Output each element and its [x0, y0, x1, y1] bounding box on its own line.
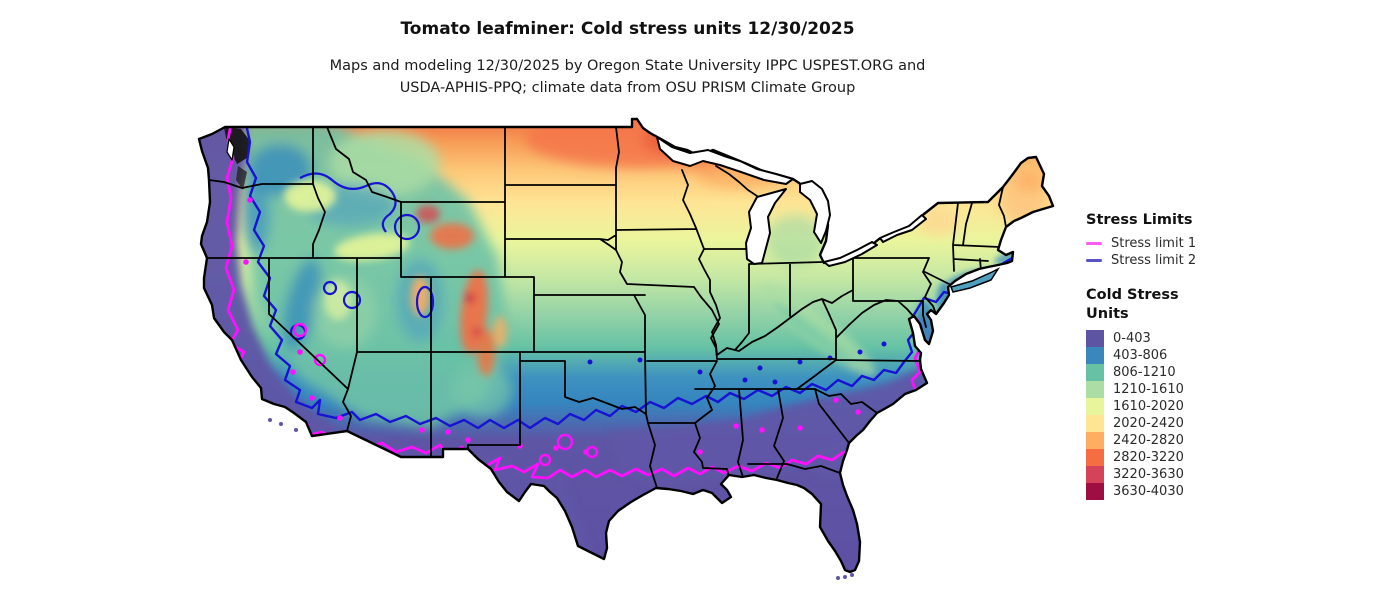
class-label: 1610-2020 [1113, 399, 1184, 414]
lake-erie [823, 241, 878, 267]
legend-class-row: 0-403 [1086, 330, 1386, 347]
stress-limit-1-line-swatch [1086, 242, 1102, 245]
legend-class-row: 3220-3630 [1086, 466, 1386, 483]
stress-limit-2-label: Stress limit 2 [1111, 253, 1197, 268]
class-label: 3630-4030 [1113, 484, 1184, 499]
state-borders [206, 126, 1007, 489]
masked-peaks-patch [224, 127, 250, 164]
legend-item-stress-limit-1: Stress limit 1 [1086, 235, 1386, 252]
page-title: Tomato leafminer: Cold stress units 12/3… [400, 19, 855, 39]
lake-superior [656, 136, 794, 185]
puget-sound [226, 138, 235, 161]
class-label: 3220-3630 [1113, 467, 1184, 482]
class-swatch [1086, 364, 1104, 381]
class-label: 806-1210 [1113, 365, 1176, 380]
lake-ontario [879, 214, 927, 243]
legend: Stress Limits Stress limit 1 Stress limi… [1086, 212, 1386, 500]
class-label: 403-806 [1113, 348, 1168, 363]
legend-class-row: 1210-1610 [1086, 381, 1386, 398]
islands [268, 267, 1001, 580]
class-swatch [1086, 330, 1104, 347]
legend-class-row: 806-1210 [1086, 364, 1386, 381]
stress-limits-heading: Stress Limits [1086, 212, 1193, 228]
stress-limit-1-label: Stress limit 1 [1111, 236, 1197, 251]
class-swatch [1086, 398, 1104, 415]
legend-class-row: 1610-2020 [1086, 398, 1386, 415]
legend-item-stress-limit-2: Stress limit 2 [1086, 252, 1386, 269]
class-swatch [1086, 381, 1104, 398]
legend-class-row: 2020-2420 [1086, 415, 1386, 432]
class-swatch [1086, 415, 1104, 432]
class-label: 2820-3220 [1113, 450, 1184, 465]
class-label: 1210-1610 [1113, 382, 1184, 397]
class-label: 0-403 [1113, 331, 1151, 346]
legend-class-row: 403-806 [1086, 347, 1386, 364]
legend-class-row: 2820-3220 [1086, 449, 1386, 466]
lake-huron [799, 180, 831, 244]
lake-michigan [745, 188, 787, 265]
conus-outline [197, 117, 1055, 574]
great-lakes [226, 136, 927, 267]
subtitle-line-1: Maps and modeling 12/30/2025 by Oregon S… [329, 58, 926, 74]
class-swatch [1086, 466, 1104, 483]
class-swatch [1086, 432, 1104, 449]
class-swatch [1086, 347, 1104, 364]
class-label: 2420-2820 [1113, 433, 1184, 448]
stress-limit-2-line-swatch [1086, 259, 1102, 262]
class-swatch [1086, 449, 1104, 466]
cold-stress-units-heading: Cold Stress Units [1086, 287, 1179, 322]
long-island [949, 267, 1001, 293]
legend-class-row: 3630-4030 [1086, 483, 1386, 500]
raster-fill-layer [199, 119, 1053, 572]
page-subtitle: Maps and modeling 12/30/2025 by Oregon S… [0, 55, 1255, 99]
class-swatch [1086, 483, 1104, 500]
class-label: 2020-2420 [1113, 416, 1184, 431]
subtitle-line-2: USDA-APHIS-PPQ; climate data from OSU PR… [399, 80, 856, 96]
legend-class-row: 2420-2820 [1086, 432, 1386, 449]
